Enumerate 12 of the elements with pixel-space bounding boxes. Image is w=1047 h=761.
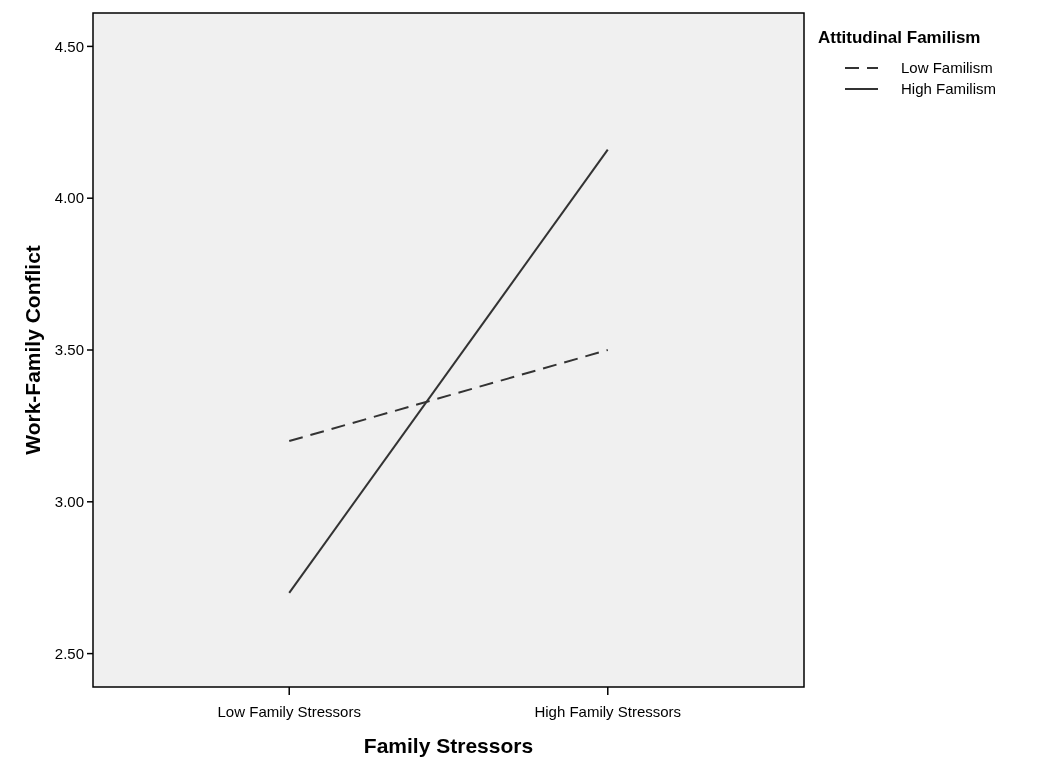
y-tick-label: 2.50 [54, 644, 84, 662]
y-tick-label: 4.50 [54, 37, 84, 55]
x-tick-label: Low Family Stressors [217, 703, 361, 720]
x-tick-label: High Family Stressors [534, 703, 682, 720]
legend-title: Attitudinal Familism [818, 28, 981, 47]
y-axis-title: Work-Family Conflict [21, 245, 44, 455]
x-axis-title: Family Stressors [363, 734, 534, 757]
y-tick-label: 4.00 [54, 189, 84, 207]
y-tick-label: 3.00 [54, 493, 84, 511]
legend-label: Low Familism [901, 59, 993, 77]
y-tick-label: 3.50 [54, 341, 84, 359]
legend-label: High Familism [901, 80, 997, 98]
